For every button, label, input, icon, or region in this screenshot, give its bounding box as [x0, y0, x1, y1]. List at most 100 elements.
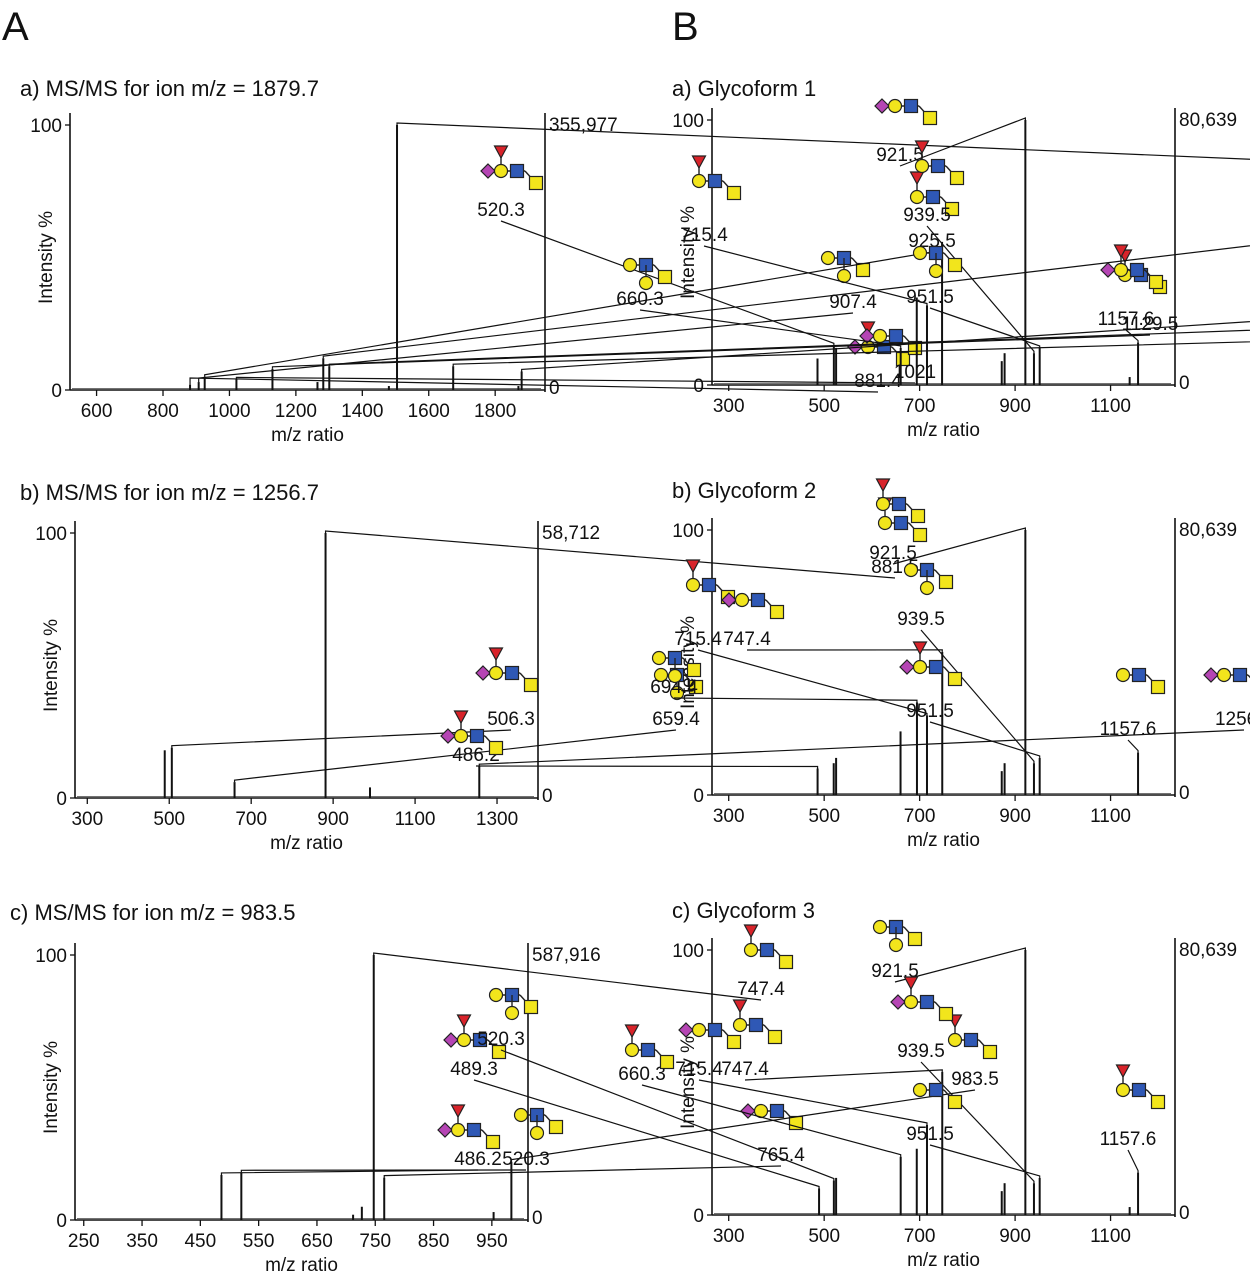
- galnac-icon: [1150, 1094, 1166, 1110]
- y-tick-label: 100: [672, 521, 704, 542]
- glcnac-icon: [748, 1017, 764, 1033]
- galactose-icon: [456, 1032, 472, 1048]
- galactose-icon: [928, 263, 944, 279]
- galnac-icon: [938, 574, 954, 590]
- spectrum-panel-4: a) Glycoform 1 300 500 700 900 1100 0 100 m/z ra…: [477, 76, 1237, 441]
- glcnac-icon: [466, 1122, 482, 1138]
- glycan-structure: [721, 592, 785, 620]
- galnac-icon: [1150, 679, 1166, 695]
- galactose-icon: [872, 919, 888, 935]
- x-tick-label: 300: [71, 809, 103, 830]
- y-tick-label: 0: [693, 786, 704, 807]
- fucose-icon: [450, 1104, 466, 1119]
- peak-leader-line: [383, 1165, 782, 1178]
- galnac-icon: [982, 1044, 998, 1060]
- x-tick-label: 800: [147, 401, 179, 422]
- peak-leader-line: [1127, 739, 1139, 753]
- galnac-icon: [659, 1054, 675, 1070]
- intensity-min-label: 0: [1179, 373, 1190, 394]
- peak-label: 715.4: [675, 1059, 723, 1080]
- peak-label: 747.4: [737, 979, 785, 1000]
- galactose-icon: [513, 1107, 529, 1123]
- glycan-structure: [890, 976, 954, 1022]
- peak-leader-line: [641, 1084, 902, 1157]
- peak-label: 489.3: [450, 1059, 498, 1080]
- x-tick-label: 1400: [341, 401, 383, 422]
- galactose-icon: [622, 257, 638, 273]
- x-tick-label: 1300: [476, 809, 518, 830]
- y-tick-label: 0: [693, 376, 704, 397]
- x-tick-label: 1000: [208, 401, 250, 422]
- peak-label: 1157.6: [1098, 309, 1155, 330]
- galnac-icon: [488, 740, 504, 756]
- galactose-icon: [504, 1005, 520, 1021]
- peak-leader-line: [396, 122, 1250, 160]
- x-tick-label: 500: [808, 806, 840, 827]
- fucose-icon: [456, 1014, 472, 1029]
- peak-leader-line: [324, 530, 896, 579]
- peak-label: 486.2: [454, 1149, 502, 1170]
- peak-label: 520.3: [477, 200, 525, 221]
- sialic-acid-icon: [480, 163, 496, 179]
- glycan-structure: [622, 257, 673, 291]
- galnac-icon: [947, 1094, 963, 1110]
- galnac-icon: [769, 604, 785, 620]
- intensity-min-label: 0: [1179, 1203, 1190, 1224]
- intensity-min-label: 0: [549, 378, 560, 399]
- glcnac-icon: [928, 659, 944, 675]
- fucose-icon: [903, 976, 919, 991]
- glcnac-icon: [469, 728, 485, 744]
- galnac-icon: [688, 679, 704, 695]
- peak-leader-line: [521, 321, 1250, 372]
- spectrum-panel-3: c) MS/MS for ion m/z = 983.5 250 350 450 550…: [10, 900, 999, 1276]
- glycan-structure: [1115, 1064, 1166, 1110]
- glycan-structure: [1203, 667, 1250, 683]
- peak-label: 747.4: [721, 1059, 769, 1080]
- peak-label: 747.4: [723, 629, 771, 650]
- glycan-structure: [651, 650, 702, 684]
- galnac-icon: [947, 257, 963, 273]
- glycan-structure: [443, 1014, 507, 1060]
- peak-leader-line: [894, 947, 1026, 983]
- glycan-structure: [475, 647, 539, 693]
- galnac-icon: [726, 185, 742, 201]
- galactose-icon: [734, 592, 750, 608]
- y-tick-label: 0: [56, 1211, 67, 1232]
- intensity-min-label: 0: [1179, 783, 1190, 804]
- peak-label: 921.5: [876, 145, 924, 166]
- glcnac-icon: [1131, 1082, 1147, 1098]
- x-tick-label: 1200: [275, 401, 317, 422]
- y-axis-label: Intensity %: [36, 211, 57, 304]
- y-axis-label: Intensity %: [678, 1036, 699, 1129]
- peak-leader-line: [475, 765, 819, 769]
- galactose-icon: [1115, 1082, 1131, 1098]
- galactose-icon: [653, 667, 669, 683]
- galactose-icon: [912, 659, 928, 675]
- galnac-icon: [528, 175, 544, 191]
- x-tick-label: 1100: [1090, 806, 1131, 827]
- galactose-icon: [691, 1022, 707, 1038]
- peak-leader-line: [926, 225, 1035, 354]
- glycan-structure: [899, 641, 963, 687]
- x-tick-label: 750: [359, 1231, 391, 1252]
- peak-leader-line: [703, 245, 928, 306]
- galactose-icon: [875, 496, 891, 512]
- galnac-icon: [523, 677, 539, 693]
- glycan-structure: [488, 987, 539, 1021]
- peak-leader-line: [500, 220, 835, 346]
- fucose-icon: [743, 924, 759, 939]
- glcnac-icon: [504, 665, 520, 681]
- glycan-structure: [872, 919, 923, 953]
- peak-label: 907.4: [829, 292, 877, 313]
- spectrum-panel-5: b) Glycoform 2 300 500 700 900 1100 0 100 m/z ra…: [440, 478, 1237, 851]
- y-tick-label: 0: [693, 1206, 704, 1227]
- peak-label: 660.3: [616, 289, 664, 310]
- panel-letter-a: A: [2, 5, 29, 49]
- glycan-structure: [685, 559, 736, 605]
- peak-leader-line: [746, 649, 943, 652]
- x-tick-label: 900: [999, 806, 1031, 827]
- galactose-icon: [887, 98, 903, 114]
- x-tick-label: 700: [904, 806, 936, 827]
- galactose-icon: [488, 987, 504, 1003]
- chart-title: a) MS/MS for ion m/z = 1879.7: [20, 76, 319, 101]
